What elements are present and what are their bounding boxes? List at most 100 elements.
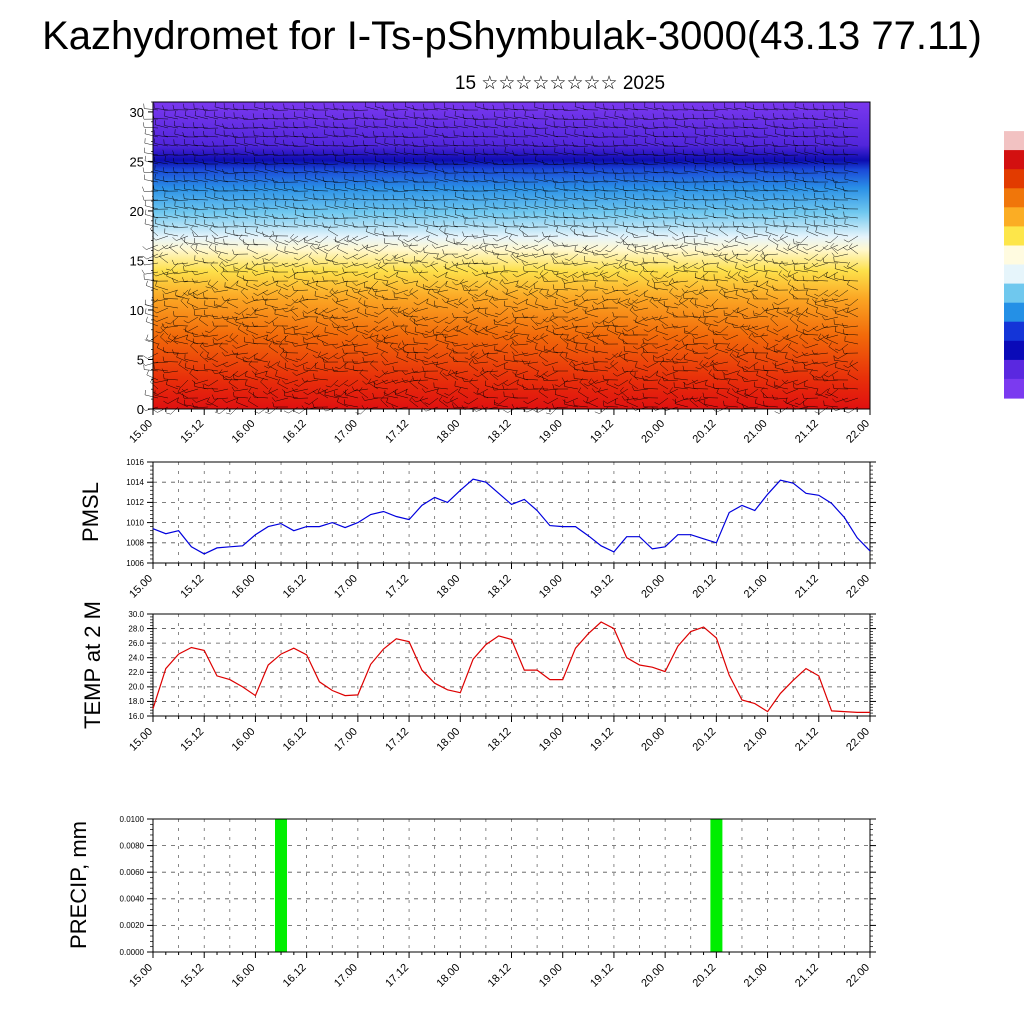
wind-barb-flag bbox=[211, 314, 215, 320]
wind-barb-flag bbox=[182, 122, 185, 128]
wind-barb-flag bbox=[752, 326, 756, 331]
wind-barb bbox=[727, 274, 739, 282]
wind-barb-flag bbox=[534, 275, 539, 279]
wind-barb bbox=[784, 370, 799, 374]
wind-barb-flag bbox=[183, 103, 185, 109]
wind-barb-flag bbox=[245, 262, 248, 268]
wind-barb-flag bbox=[480, 369, 484, 374]
wind-barb bbox=[727, 392, 739, 399]
wind-barb-flag bbox=[587, 333, 590, 339]
wind-barb-flag bbox=[684, 155, 687, 161]
wind-barb bbox=[736, 392, 749, 399]
wind-barb-flag bbox=[251, 307, 256, 312]
wind-barb bbox=[534, 287, 549, 291]
wind-barb bbox=[505, 249, 519, 255]
wind-barb-flag bbox=[793, 140, 795, 146]
wind-barb-flag bbox=[748, 333, 752, 338]
wind-barb-flag bbox=[632, 299, 637, 304]
wind-barb-flag bbox=[689, 297, 694, 302]
wind-barb bbox=[634, 235, 649, 238]
wind-barb-flag bbox=[225, 412, 231, 415]
wind-barb bbox=[564, 171, 579, 174]
wind-barb bbox=[497, 316, 509, 323]
wind-barb bbox=[575, 348, 589, 354]
wind-barb bbox=[565, 133, 579, 138]
wind-barb-flag bbox=[483, 193, 485, 199]
wind-barb-flag bbox=[735, 263, 737, 269]
wind-barb-flag bbox=[843, 131, 845, 137]
wind-barb bbox=[395, 379, 409, 384]
wind-barb-flag bbox=[541, 305, 545, 311]
wind-barb bbox=[333, 118, 349, 120]
wind-barb-flag bbox=[535, 344, 537, 350]
wind-barb bbox=[706, 231, 719, 237]
wind-barb-flag bbox=[843, 211, 845, 217]
wind-barb-flag bbox=[282, 167, 285, 173]
wind-barb-flag bbox=[832, 213, 835, 219]
wind-barb-flag bbox=[492, 237, 497, 242]
wind-barb-flag bbox=[513, 301, 518, 305]
wind-barb bbox=[234, 153, 249, 156]
wind-barb bbox=[819, 388, 829, 396]
wind-barb bbox=[405, 106, 419, 111]
wind-barb-flag bbox=[333, 130, 335, 136]
wind-barb bbox=[847, 374, 859, 381]
wind-barb-flag bbox=[312, 245, 316, 250]
wind-barb-flag bbox=[692, 222, 695, 228]
colorbar-segment bbox=[1004, 340, 1024, 361]
wind-barb bbox=[194, 223, 209, 228]
wind-barb-flag bbox=[564, 128, 567, 134]
wind-barb-flag bbox=[622, 330, 625, 336]
wind-barb bbox=[294, 224, 309, 228]
wind-barb bbox=[285, 388, 299, 394]
wind-barb-flag bbox=[825, 393, 830, 397]
wind-barb bbox=[283, 199, 299, 201]
wind-barb-flag bbox=[328, 225, 331, 231]
wind-barb-flag bbox=[704, 155, 706, 161]
wind-barb-flag bbox=[433, 320, 439, 324]
wind-barb bbox=[489, 301, 499, 309]
wind-barb bbox=[144, 223, 159, 228]
wind-barb bbox=[193, 235, 209, 237]
wind-barb bbox=[774, 152, 789, 156]
wind-barb-flag bbox=[552, 159, 555, 165]
wind-barb bbox=[236, 343, 249, 349]
wind-barb-flag bbox=[312, 402, 315, 408]
wind-barb bbox=[174, 262, 189, 265]
wind-barb bbox=[510, 316, 519, 325]
wind-barb bbox=[224, 286, 239, 291]
wind-barb-flag bbox=[392, 176, 395, 182]
wind-barb bbox=[815, 231, 829, 237]
wind-barb bbox=[815, 151, 829, 156]
wind-barb bbox=[264, 270, 279, 273]
wind-barb bbox=[427, 292, 439, 300]
wind-barb-flag bbox=[646, 280, 650, 285]
wind-barb bbox=[794, 269, 809, 273]
wind-barb-flag bbox=[463, 347, 469, 350]
wind-barb bbox=[784, 207, 799, 210]
wind-barb-flag bbox=[462, 186, 465, 192]
wind-barb bbox=[448, 388, 459, 396]
wind-barb-flag bbox=[603, 175, 605, 181]
wind-barb bbox=[299, 406, 309, 414]
wind-barb-flag bbox=[662, 282, 667, 287]
wind-barb-flag bbox=[702, 105, 705, 111]
wind-barb-flag bbox=[218, 252, 221, 258]
wind-barb bbox=[847, 284, 859, 291]
wind-barb bbox=[485, 294, 499, 300]
wind-barb-flag bbox=[533, 265, 538, 269]
wind-barb-flag bbox=[542, 149, 545, 155]
wind-barb-flag bbox=[673, 302, 679, 306]
wind-barb bbox=[544, 223, 559, 228]
wind-barb bbox=[307, 388, 319, 395]
wind-barb bbox=[844, 170, 859, 174]
wind-barb-flag bbox=[732, 131, 735, 137]
wind-barb bbox=[313, 190, 329, 192]
wind-barb-flag bbox=[352, 365, 355, 371]
wind-barb-flag bbox=[412, 195, 415, 201]
wind-barb bbox=[663, 181, 679, 183]
wind-barb bbox=[164, 125, 179, 129]
wind-barb-flag bbox=[264, 258, 270, 261]
wind-barb-flag bbox=[772, 167, 775, 173]
wind-barb-flag bbox=[783, 400, 788, 404]
